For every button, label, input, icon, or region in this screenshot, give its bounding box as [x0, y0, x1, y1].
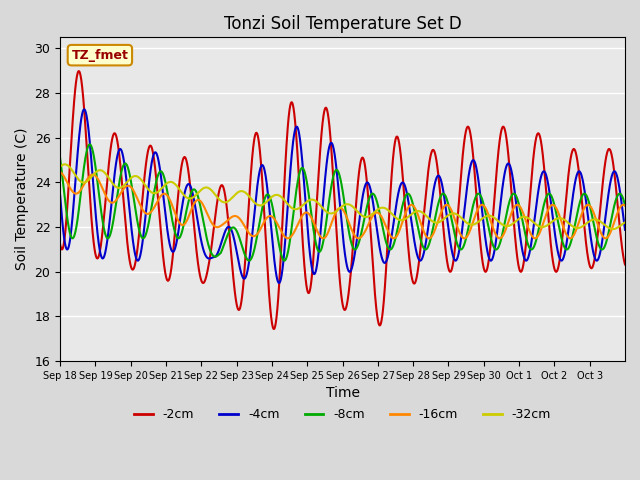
Text: TZ_fmet: TZ_fmet: [72, 48, 129, 61]
-16cm: [501, 229, 509, 235]
-8cm: [615, 191, 623, 197]
-2cm: [270, 326, 278, 332]
-4cm: [535, 184, 543, 190]
-32cm: [501, 223, 509, 228]
Line: -16cm: -16cm: [60, 172, 625, 238]
Legend: -2cm, -4cm, -8cm, -16cm, -32cm: -2cm, -4cm, -8cm, -16cm, -32cm: [129, 403, 556, 426]
-4cm: [275, 280, 283, 286]
-8cm: [621, 202, 629, 208]
-16cm: [415, 215, 423, 221]
Y-axis label: Soil Temperature (C): Soil Temperature (C): [15, 128, 29, 271]
X-axis label: Time: Time: [326, 386, 360, 400]
-16cm: [602, 235, 609, 241]
-2cm: [172, 217, 180, 223]
-8cm: [535, 225, 543, 231]
-8cm: [465, 222, 473, 228]
-4cm: [81, 107, 88, 112]
-8cm: [245, 258, 253, 264]
Line: -32cm: -32cm: [60, 164, 625, 229]
Line: -8cm: -8cm: [60, 144, 625, 261]
-2cm: [621, 262, 629, 267]
-2cm: [465, 125, 473, 131]
-32cm: [172, 182, 180, 188]
-16cm: [535, 232, 543, 238]
Line: -4cm: -4cm: [60, 109, 625, 283]
-4cm: [465, 170, 473, 176]
-4cm: [615, 182, 623, 188]
-32cm: [56, 164, 64, 169]
-8cm: [56, 156, 64, 161]
-16cm: [172, 212, 180, 218]
-8cm: [415, 231, 423, 237]
-2cm: [56, 242, 64, 248]
-8cm: [501, 218, 509, 224]
-16cm: [465, 230, 472, 236]
-32cm: [415, 208, 423, 214]
-2cm: [415, 256, 423, 262]
-8cm: [86, 142, 93, 147]
-2cm: [75, 68, 83, 74]
-4cm: [501, 168, 509, 174]
-32cm: [465, 221, 473, 227]
-16cm: [56, 169, 64, 175]
-32cm: [621, 219, 629, 225]
-2cm: [535, 131, 543, 137]
-32cm: [535, 223, 543, 229]
-4cm: [415, 257, 423, 263]
-32cm: [609, 226, 617, 232]
-8cm: [172, 232, 180, 238]
-4cm: [621, 227, 629, 233]
-2cm: [501, 128, 509, 133]
-16cm: [615, 207, 623, 213]
-32cm: [615, 224, 623, 229]
Line: -2cm: -2cm: [60, 71, 625, 329]
-16cm: [621, 203, 629, 208]
-2cm: [615, 216, 623, 222]
Title: Tonzi Soil Temperature Set D: Tonzi Soil Temperature Set D: [224, 15, 461, 33]
-4cm: [56, 192, 64, 198]
-4cm: [172, 242, 180, 248]
-32cm: [61, 161, 68, 167]
